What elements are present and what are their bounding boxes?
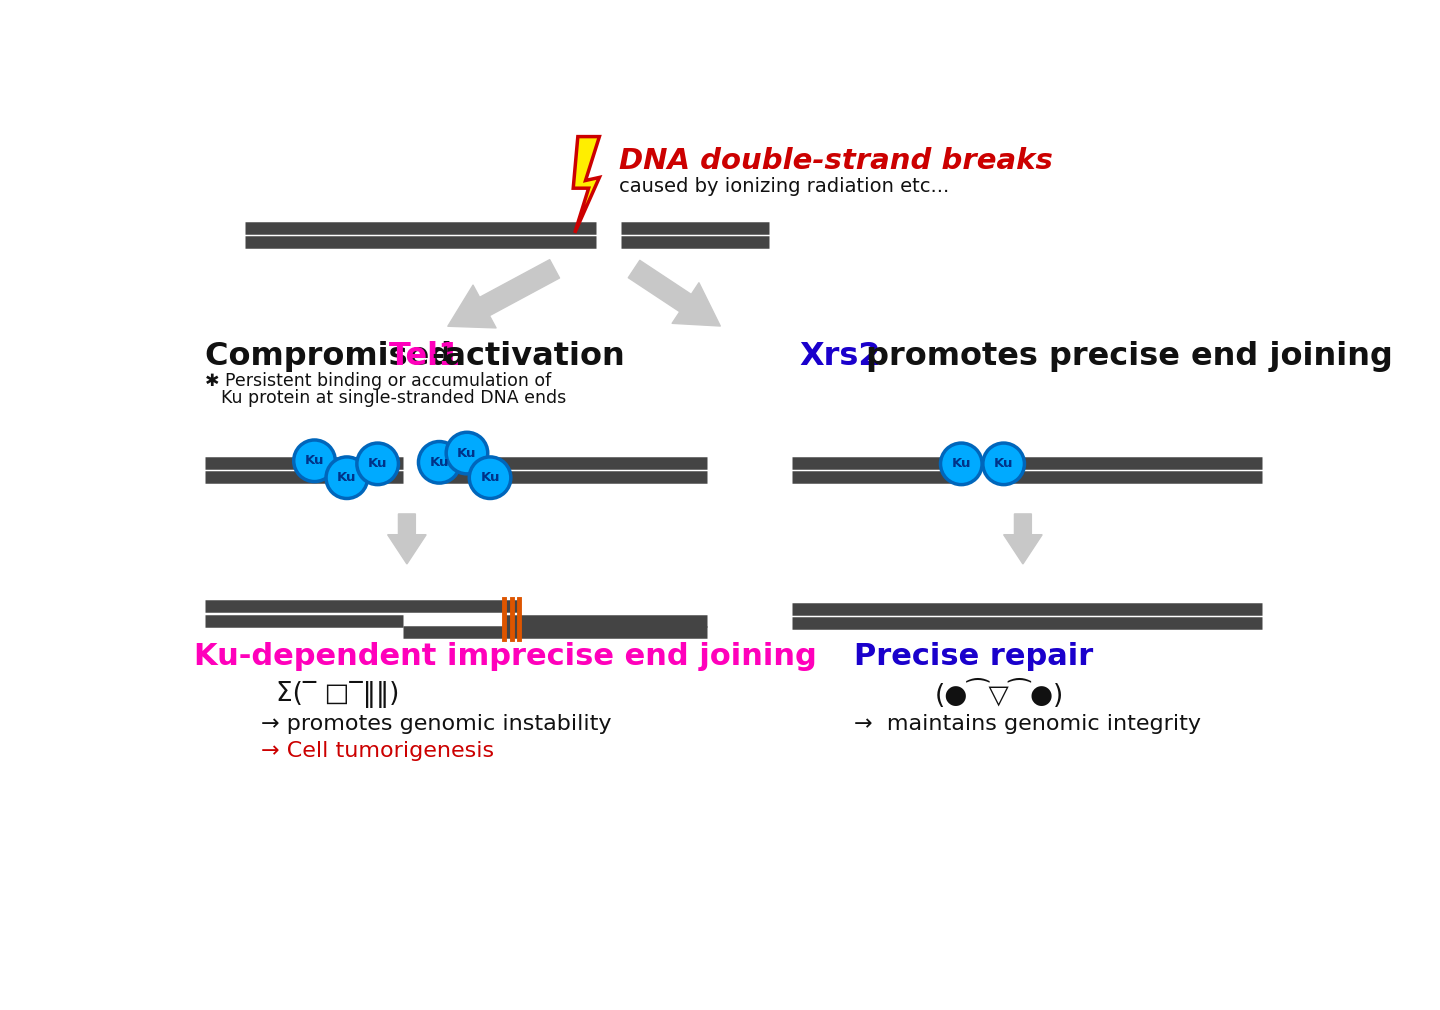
Text: Compromised: Compromised xyxy=(204,340,464,372)
Text: Ku: Ku xyxy=(429,456,449,469)
Text: Ku: Ku xyxy=(994,458,1014,471)
Text: Σ(‾ □‾‖‖): Σ(‾ □‾‖‖) xyxy=(276,682,399,708)
Text: → Cell tumorigenesis: → Cell tumorigenesis xyxy=(261,741,494,762)
Text: → promotes genomic instability: → promotes genomic instability xyxy=(261,714,611,734)
Circle shape xyxy=(357,443,399,485)
Text: DNA double-strand breaks: DNA double-strand breaks xyxy=(619,147,1053,176)
Text: Ku: Ku xyxy=(367,458,387,471)
Polygon shape xyxy=(387,514,426,564)
Text: Precise repair: Precise repair xyxy=(854,641,1093,671)
Text: ✱ Persistent binding or accumulation of: ✱ Persistent binding or accumulation of xyxy=(204,373,552,391)
Polygon shape xyxy=(573,136,599,233)
Text: Ku: Ku xyxy=(458,446,477,460)
Text: -activation: -activation xyxy=(432,340,625,372)
Circle shape xyxy=(446,432,488,474)
Text: (●⁀▽⁀●): (●⁀▽⁀●) xyxy=(935,681,1064,709)
Circle shape xyxy=(469,457,511,499)
Text: Ku protein at single-stranded DNA ends: Ku protein at single-stranded DNA ends xyxy=(220,390,566,407)
Polygon shape xyxy=(1004,514,1043,564)
Text: Ku: Ku xyxy=(952,458,971,471)
Text: Tel1: Tel1 xyxy=(389,340,462,372)
Circle shape xyxy=(419,441,459,483)
Text: promotes precise end joining: promotes precise end joining xyxy=(855,340,1392,372)
Circle shape xyxy=(294,440,336,482)
Circle shape xyxy=(984,443,1024,485)
Circle shape xyxy=(325,457,367,499)
Text: caused by ionizing radiation etc...: caused by ionizing radiation etc... xyxy=(619,177,949,196)
Text: Ku: Ku xyxy=(337,472,357,484)
Text: →  maintains genomic integrity: → maintains genomic integrity xyxy=(854,714,1201,734)
Text: Ku: Ku xyxy=(481,472,500,484)
Text: Xrs2: Xrs2 xyxy=(799,340,881,372)
Text: Ku-dependent imprecise end joining: Ku-dependent imprecise end joining xyxy=(194,641,816,671)
Circle shape xyxy=(940,443,982,485)
Text: Ku: Ku xyxy=(305,454,324,468)
